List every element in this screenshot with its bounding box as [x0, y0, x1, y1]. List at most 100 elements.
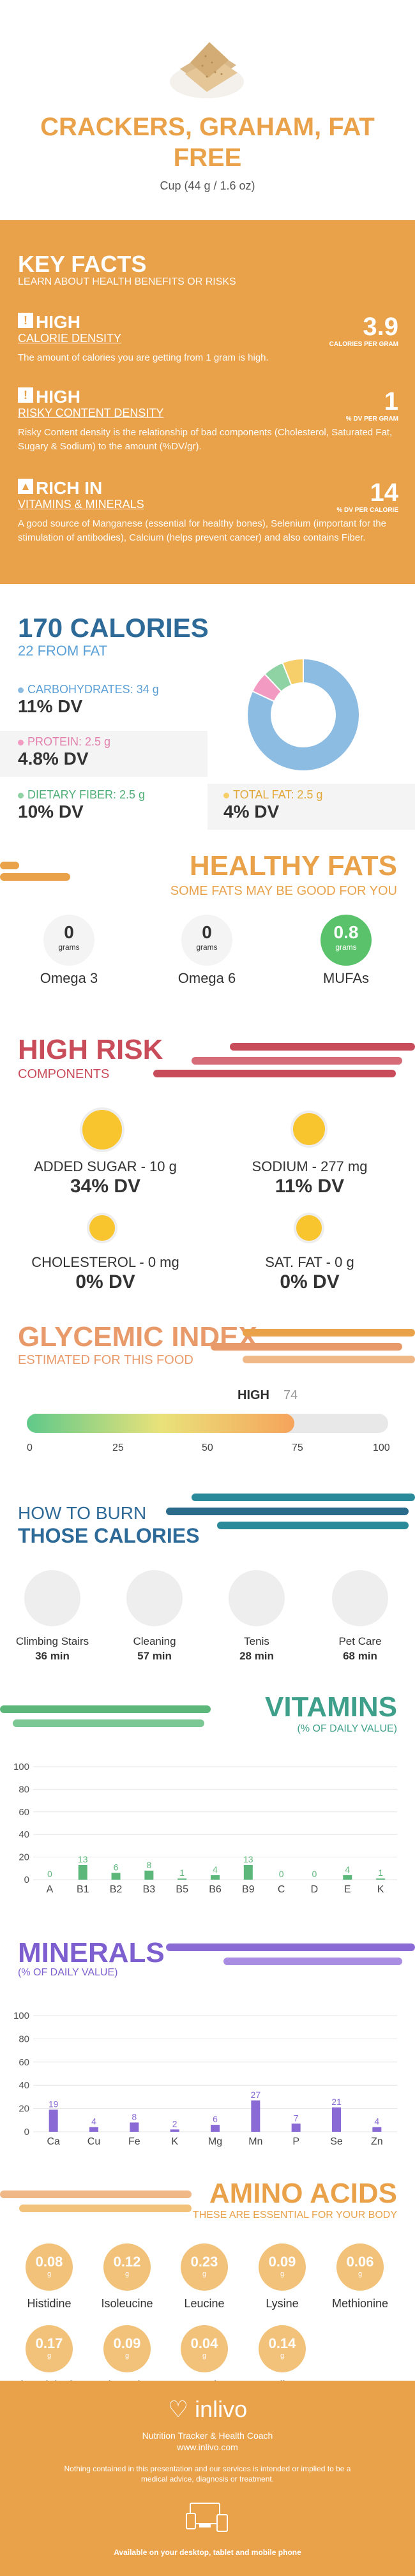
gi-tick: 100: [373, 1442, 390, 1453]
deco-bar: [217, 1522, 409, 1529]
amino-circle: 0.23 g: [181, 2243, 228, 2291]
amino-circle: 0.12 g: [103, 2243, 151, 2291]
bar-value-label: 21: [331, 2097, 342, 2107]
x-tick-label: K: [377, 1884, 384, 1895]
nutrient-bg: [0, 731, 207, 777]
fact-unit: % DV PER CALORIE: [336, 507, 398, 514]
high-risk-subtitle: COMPONENTS: [18, 1067, 110, 1081]
brand-name: inlivo: [195, 2396, 248, 2422]
mufas-circle: 0.8 grams: [321, 915, 372, 966]
graham-crackers-image: [170, 42, 244, 98]
bar-B1: [78, 1864, 87, 1880]
deco-bar: [19, 2205, 192, 2212]
deco-bar: [0, 873, 70, 881]
y-tick-label: 60: [19, 2057, 29, 2068]
deco-bar: [192, 1057, 402, 1065]
omega3-circle: 0 grams: [43, 915, 94, 966]
deco-bar: [166, 1943, 415, 1951]
website-link[interactable]: www.inlivo.com: [177, 2442, 238, 2452]
bar-value-label: 0: [312, 1869, 317, 1879]
bar-value-label: 0: [47, 1869, 52, 1879]
nutrient-dv: 4% DV: [223, 802, 280, 821]
burn-time: 28 min: [239, 1650, 274, 1662]
nutrient-dv: 10% DV: [18, 802, 84, 821]
bar-K: [170, 2129, 179, 2132]
deco-bar: [153, 1070, 396, 1077]
omega6-circle: 0 grams: [181, 915, 232, 966]
risk-low-icon: [294, 1213, 324, 1243]
risk-medium-icon: [290, 1111, 328, 1148]
heart-icon: ♡: [167, 2396, 189, 2422]
bar-value-label: 4: [213, 1864, 218, 1875]
page-title: CRACKERS, GRAHAM, FAT FREE: [40, 113, 375, 172]
fact-unit: CALORIES PER GRAM: [329, 341, 398, 348]
burn-title-1: HOW TO BURN: [18, 1503, 147, 1523]
fat-name: Omega 3: [40, 970, 98, 986]
fat-unit: grams: [335, 943, 357, 952]
amino-circle: 0.17 g: [26, 2325, 73, 2372]
fact-description: A good source of Manganese (essential fo…: [18, 518, 386, 543]
gi-tick: 75: [292, 1442, 303, 1453]
bar-value-label: 6: [114, 1862, 119, 1872]
risk-label: ADDED SUGAR - 10 g: [34, 1158, 177, 1174]
nutrient-label: PROTEIN: 2.5 g: [27, 735, 111, 748]
key-facts-section: KEY FACTS LEARN ABOUT HEALTH BENEFITS OR…: [0, 220, 415, 584]
amino-unit: g: [202, 2352, 207, 2360]
fat-value: 0: [202, 922, 212, 942]
y-tick-label: 0: [24, 2127, 29, 2138]
bar-B2: [111, 1873, 121, 1880]
x-tick-label: P: [292, 2136, 299, 2147]
fact-level: RICH IN: [36, 478, 103, 498]
y-tick-label: 60: [19, 1807, 29, 1818]
deco-bar: [223, 1958, 402, 1965]
bar-Zn: [372, 2127, 382, 2132]
x-tick-label: Zn: [371, 2136, 383, 2147]
y-tick-label: 40: [19, 2080, 29, 2091]
climbing-stairs-icon: [24, 1570, 80, 1626]
risk-dv: 11% DV: [275, 1176, 345, 1197]
amino-unit: g: [358, 2270, 363, 2278]
risk-label: CHOLESTEROL - 0 mg: [31, 1254, 179, 1270]
x-tick-label: B9: [242, 1884, 255, 1895]
nutrient-label: TOTAL FAT: 2.5 g: [233, 788, 323, 801]
warning-icon: !: [18, 313, 33, 328]
fact-label: VITAMINS & MINERALS: [18, 498, 144, 511]
minerals-bar-chart: 0 20 40 60 80 100 19 Ca 4 Cu 8 Fe 2 K 6 Mg 27 Mn 7 P 21 Se 4 Zn: [13, 2011, 397, 2147]
x-tick-label: B3: [143, 1884, 156, 1895]
bar-B6: [211, 1875, 220, 1880]
amino-value: 0.09: [268, 2254, 296, 2270]
vitamins-title: VITAMINS: [265, 1691, 397, 1723]
amino-value: 0.08: [35, 2254, 63, 2270]
key-facts-title: KEY FACTS: [18, 251, 147, 277]
amino-circle: 0.09 g: [103, 2325, 151, 2372]
x-tick-label: B2: [110, 1884, 123, 1895]
amino-value: 0.04: [190, 2335, 218, 2351]
fat-value: 0.8: [333, 922, 359, 942]
amino-name: Isoleucine: [101, 2297, 153, 2310]
amino-circle: 0.09 g: [259, 2243, 306, 2291]
fact-level: HIGH: [36, 387, 80, 407]
amino-unit: g: [280, 2270, 285, 2278]
amino-circle: 0.04 g: [181, 2325, 228, 2372]
bar-Mn: [251, 2100, 260, 2132]
fact-value: 3.9: [363, 313, 398, 341]
bar-value-label: 13: [78, 1854, 88, 1864]
risk-high-icon: [80, 1107, 124, 1152]
x-tick-label: E: [344, 1884, 351, 1895]
bar-value-label: 13: [243, 1854, 253, 1864]
bar-B5: [177, 1878, 187, 1880]
pet-care-icon: [332, 1570, 388, 1626]
y-tick-label: 100: [13, 2011, 29, 2021]
calories-title: 170 CALORIES: [18, 613, 209, 643]
high-risk-title: HIGH RISK: [18, 1034, 163, 1065]
cleaning-icon: [126, 1570, 183, 1626]
vitamins-bar-chart: 0 20 40 60 80 100 0 A 13 B1 6 B2 8 B3 1 B5 4 B6 13 B9 0 C 0 D 4 E…: [13, 1762, 397, 1895]
healthy-fats-subtitle: SOME FATS MAY BE GOOD FOR YOU: [170, 884, 397, 898]
footer: ♡ inlivo Nutrition Tracker & Health Coac…: [0, 2381, 415, 2576]
bar-Cu: [89, 2127, 98, 2132]
donut-slice-3: [282, 657, 304, 686]
amino-value: 0.06: [346, 2254, 374, 2270]
amino-name: Histidine: [27, 2297, 72, 2310]
x-tick-label: K: [171, 2136, 178, 2147]
minerals-subtitle: (% OF DAILY VALUE): [18, 1967, 118, 1978]
